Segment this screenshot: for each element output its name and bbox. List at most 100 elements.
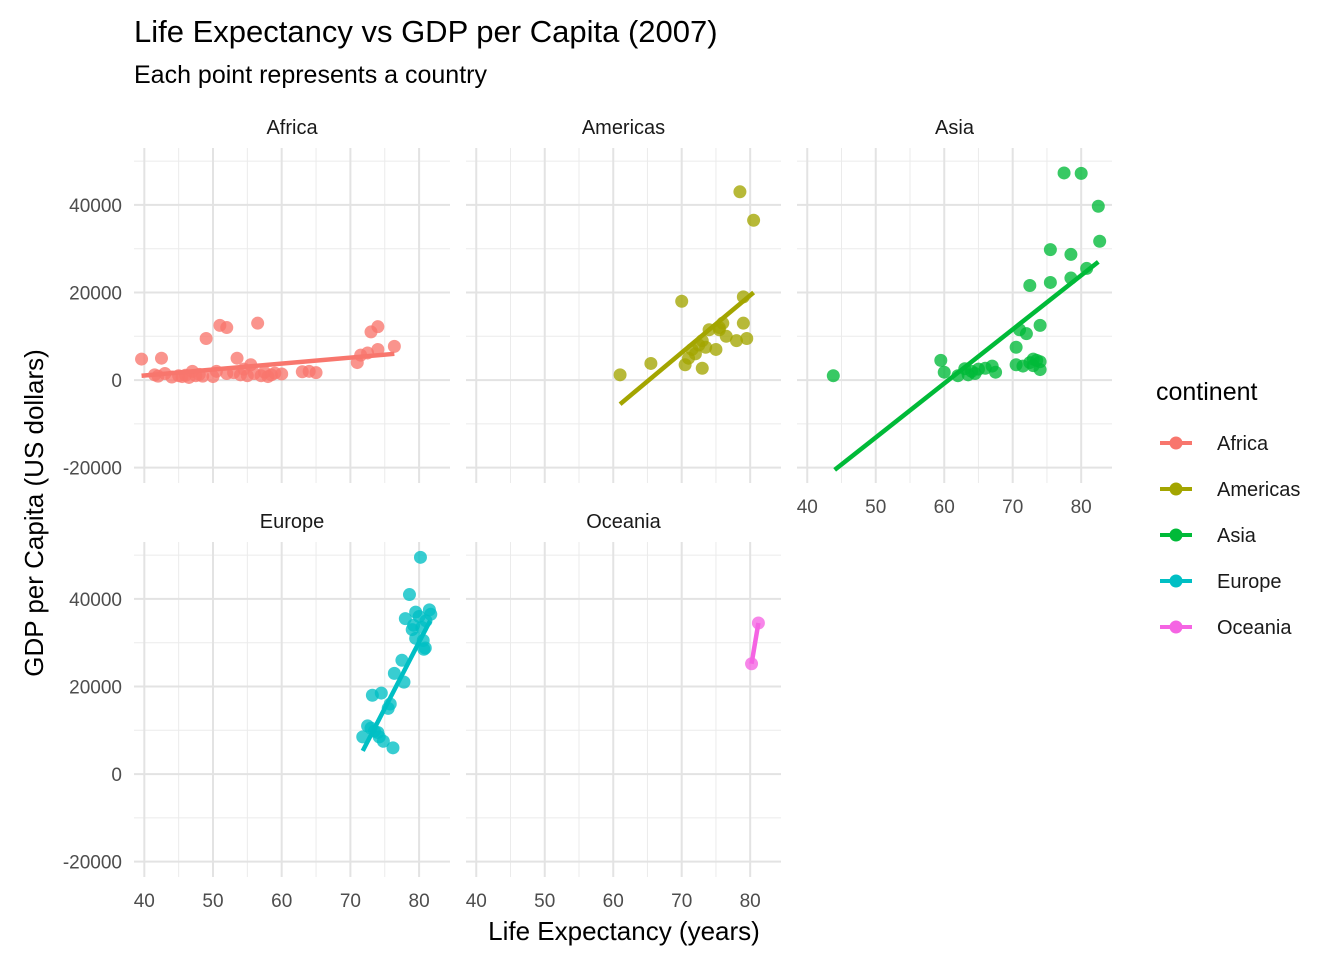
data-point (733, 185, 747, 199)
legend-item-asia: Asia (1160, 525, 1257, 547)
facet-label: Americas (582, 117, 665, 139)
data-point (424, 607, 438, 621)
x-tick-label: 50 (202, 891, 223, 912)
x-tick-label: 40 (466, 891, 487, 912)
data-point (613, 368, 627, 382)
data-point (937, 365, 951, 379)
data-point (220, 321, 234, 335)
legend-key-point (1169, 528, 1183, 542)
x-tick-label: 50 (865, 497, 886, 518)
legend-key-point (1169, 620, 1183, 634)
data-point (1074, 166, 1088, 180)
data-point (1033, 363, 1047, 377)
x-tick-label: 80 (409, 891, 430, 912)
facet-panels: Africa -20000 0 20000 40000 Americas Asia 40 50 6… (63, 117, 1112, 912)
data-point (736, 316, 750, 330)
data-point (154, 351, 168, 365)
x-tick-label: 60 (934, 497, 955, 518)
data-point (826, 369, 840, 383)
y-tick-label: -20000 (63, 853, 122, 874)
data-point (1091, 199, 1105, 213)
data-point (1009, 340, 1023, 354)
data-point (199, 331, 213, 345)
x-tick-label: 80 (740, 891, 761, 912)
facet-panel-americas: Americas (466, 117, 781, 483)
data-point (934, 353, 948, 367)
trend-line (833, 260, 1100, 472)
trend-line (618, 290, 756, 406)
x-tick-label: 60 (603, 891, 624, 912)
trend-line (749, 622, 761, 665)
data-point (1043, 275, 1057, 289)
data-point (675, 294, 689, 308)
data-point (386, 741, 400, 755)
chart-subtitle: Each point represents a country (134, 61, 487, 89)
facet-panel-europe: Europe -20000 0 20000 40000 40 50 60 70 80 (63, 511, 450, 912)
data-point (729, 334, 743, 348)
facet-panel-oceania: Oceania 40 50 60 70 80 (466, 511, 781, 912)
data-point (413, 550, 427, 564)
facet-panel-africa: Africa -20000 0 20000 40000 (63, 117, 450, 483)
data-point (644, 356, 658, 370)
data-point (1093, 234, 1107, 248)
data-point (989, 365, 1003, 379)
x-tick-label: 60 (271, 891, 292, 912)
data-point (1064, 247, 1078, 261)
y-tick-label: 20000 (69, 678, 122, 699)
data-point (251, 316, 265, 330)
data-point (1033, 318, 1047, 332)
legend-label: Americas (1217, 479, 1300, 501)
x-tick-label: 70 (671, 891, 692, 912)
x-tick-label: 80 (1071, 497, 1092, 518)
data-point (135, 352, 149, 366)
data-point (740, 331, 754, 345)
data-point (699, 340, 713, 354)
y-tick-label: -20000 (63, 459, 122, 480)
y-tick-label: 40000 (69, 196, 122, 217)
legend-item-americas: Americas (1160, 479, 1300, 501)
legend-item-europe: Europe (1160, 571, 1282, 593)
facet-label: Europe (260, 511, 325, 533)
legend-key-point (1169, 574, 1183, 588)
x-tick-label: 40 (797, 497, 818, 518)
x-tick-label: 40 (134, 891, 155, 912)
trend-line (141, 351, 395, 378)
data-point (1023, 279, 1037, 293)
legend-label: Africa (1217, 433, 1269, 455)
legend-key-point (1169, 482, 1183, 496)
data-point (371, 342, 385, 356)
data-point (719, 329, 733, 343)
data-point (418, 641, 432, 655)
facet-label: Oceania (586, 511, 661, 533)
x-tick-label: 50 (534, 891, 555, 912)
trend-line (360, 619, 433, 752)
data-point (275, 367, 289, 381)
legend-item-africa: Africa (1160, 433, 1269, 455)
data-point (402, 588, 416, 602)
x-tick-label: 70 (1002, 497, 1023, 518)
facet-label: Africa (266, 117, 318, 139)
legend-title: continent (1156, 378, 1258, 406)
legend-label: Asia (1217, 525, 1257, 547)
facet-panel-asia: Asia 40 50 60 70 80 (797, 117, 1112, 518)
data-point (371, 320, 385, 334)
legend: continent Africa Americas Asia Europe Oceani… (1156, 378, 1300, 639)
x-tick-label: 70 (340, 891, 361, 912)
legend-label: Europe (1217, 571, 1282, 593)
chart-title: Life Expectancy vs GDP per Capita (2007) (134, 14, 718, 49)
data-point (376, 734, 390, 748)
x-axis-label: Life Expectancy (years) (488, 916, 760, 946)
data-point (230, 351, 244, 365)
data-point (309, 366, 323, 380)
y-tick-label: 0 (111, 371, 122, 392)
data-point (374, 686, 388, 700)
data-point (695, 361, 709, 375)
data-point (1043, 243, 1057, 257)
y-tick-label: 0 (111, 765, 122, 786)
data-point (395, 653, 409, 667)
y-tick-label: 20000 (69, 284, 122, 305)
facet-label: Asia (935, 117, 975, 139)
data-point (1019, 327, 1033, 341)
legend-key-point (1169, 436, 1183, 450)
